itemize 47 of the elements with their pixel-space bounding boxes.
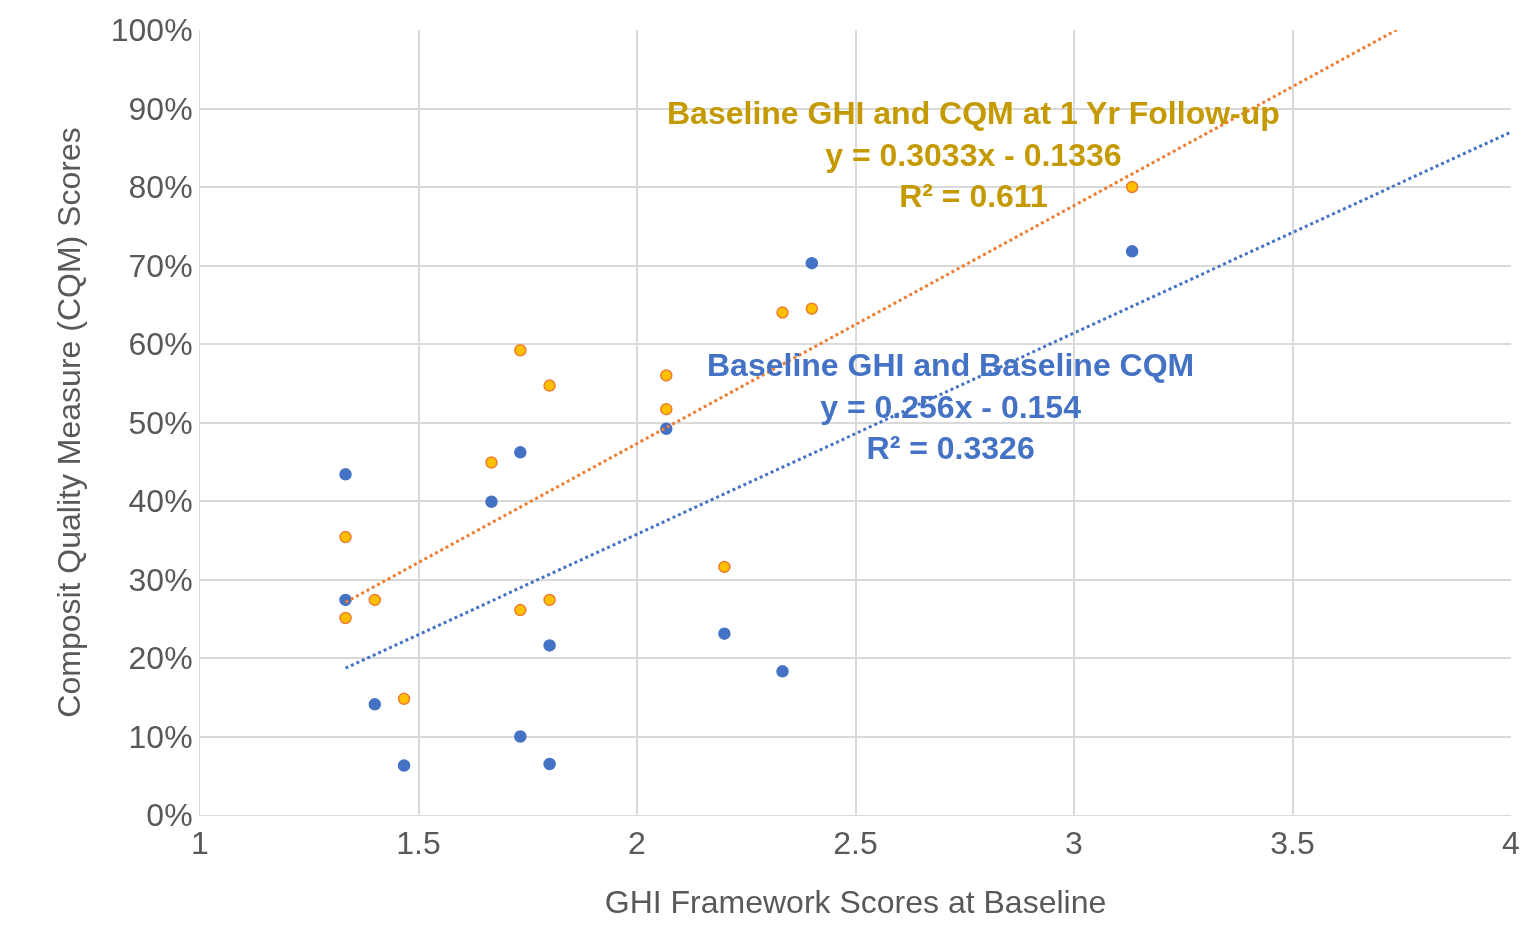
y-tick-label: 60% [128,326,193,363]
point [514,446,527,459]
y-tick-label: 40% [128,483,193,520]
point [805,256,819,270]
point [805,302,819,315]
point [543,639,556,652]
y-tick-label: 90% [128,90,193,127]
y-tick-label: 50% [128,404,193,441]
point [543,593,556,607]
point [514,730,527,743]
point [543,757,556,771]
x-tick-label: 1 [191,825,209,862]
point [339,611,352,625]
point [397,692,411,706]
y-tick-label: 20% [128,640,193,677]
y-tick-label: 70% [128,247,193,284]
point [660,402,673,416]
point [339,468,352,481]
point [1125,180,1139,194]
y-tick-label: 0% [146,797,193,834]
y-tick-label: 100% [110,12,193,49]
point [776,665,789,678]
point [485,495,498,509]
point [543,379,556,392]
x-axis-title: GHI Framework Scores at Baseline [604,884,1107,921]
point [514,603,527,617]
y-tick-label: 10% [128,718,193,755]
point [368,698,382,711]
x-tick-label: 4 [1502,825,1520,862]
point [718,627,731,640]
point [339,530,352,544]
x-tick-label: 2 [628,825,646,862]
x-tick-label: 3 [1065,825,1083,862]
point [718,560,731,574]
y-tick-label: 30% [128,561,193,598]
point [1125,245,1139,258]
point [776,306,789,319]
x-tick-label: 2.5 [833,825,878,862]
point [660,369,673,382]
point [368,593,382,607]
point [514,344,527,357]
x-tick-label: 1.5 [396,825,441,862]
point [485,456,498,469]
y-tick-label: 80% [128,169,193,206]
y-axis-title: Composit Quality Measure (CQM) Scores [51,127,88,718]
point [397,759,411,772]
x-tick-label: 3.5 [1270,825,1315,862]
